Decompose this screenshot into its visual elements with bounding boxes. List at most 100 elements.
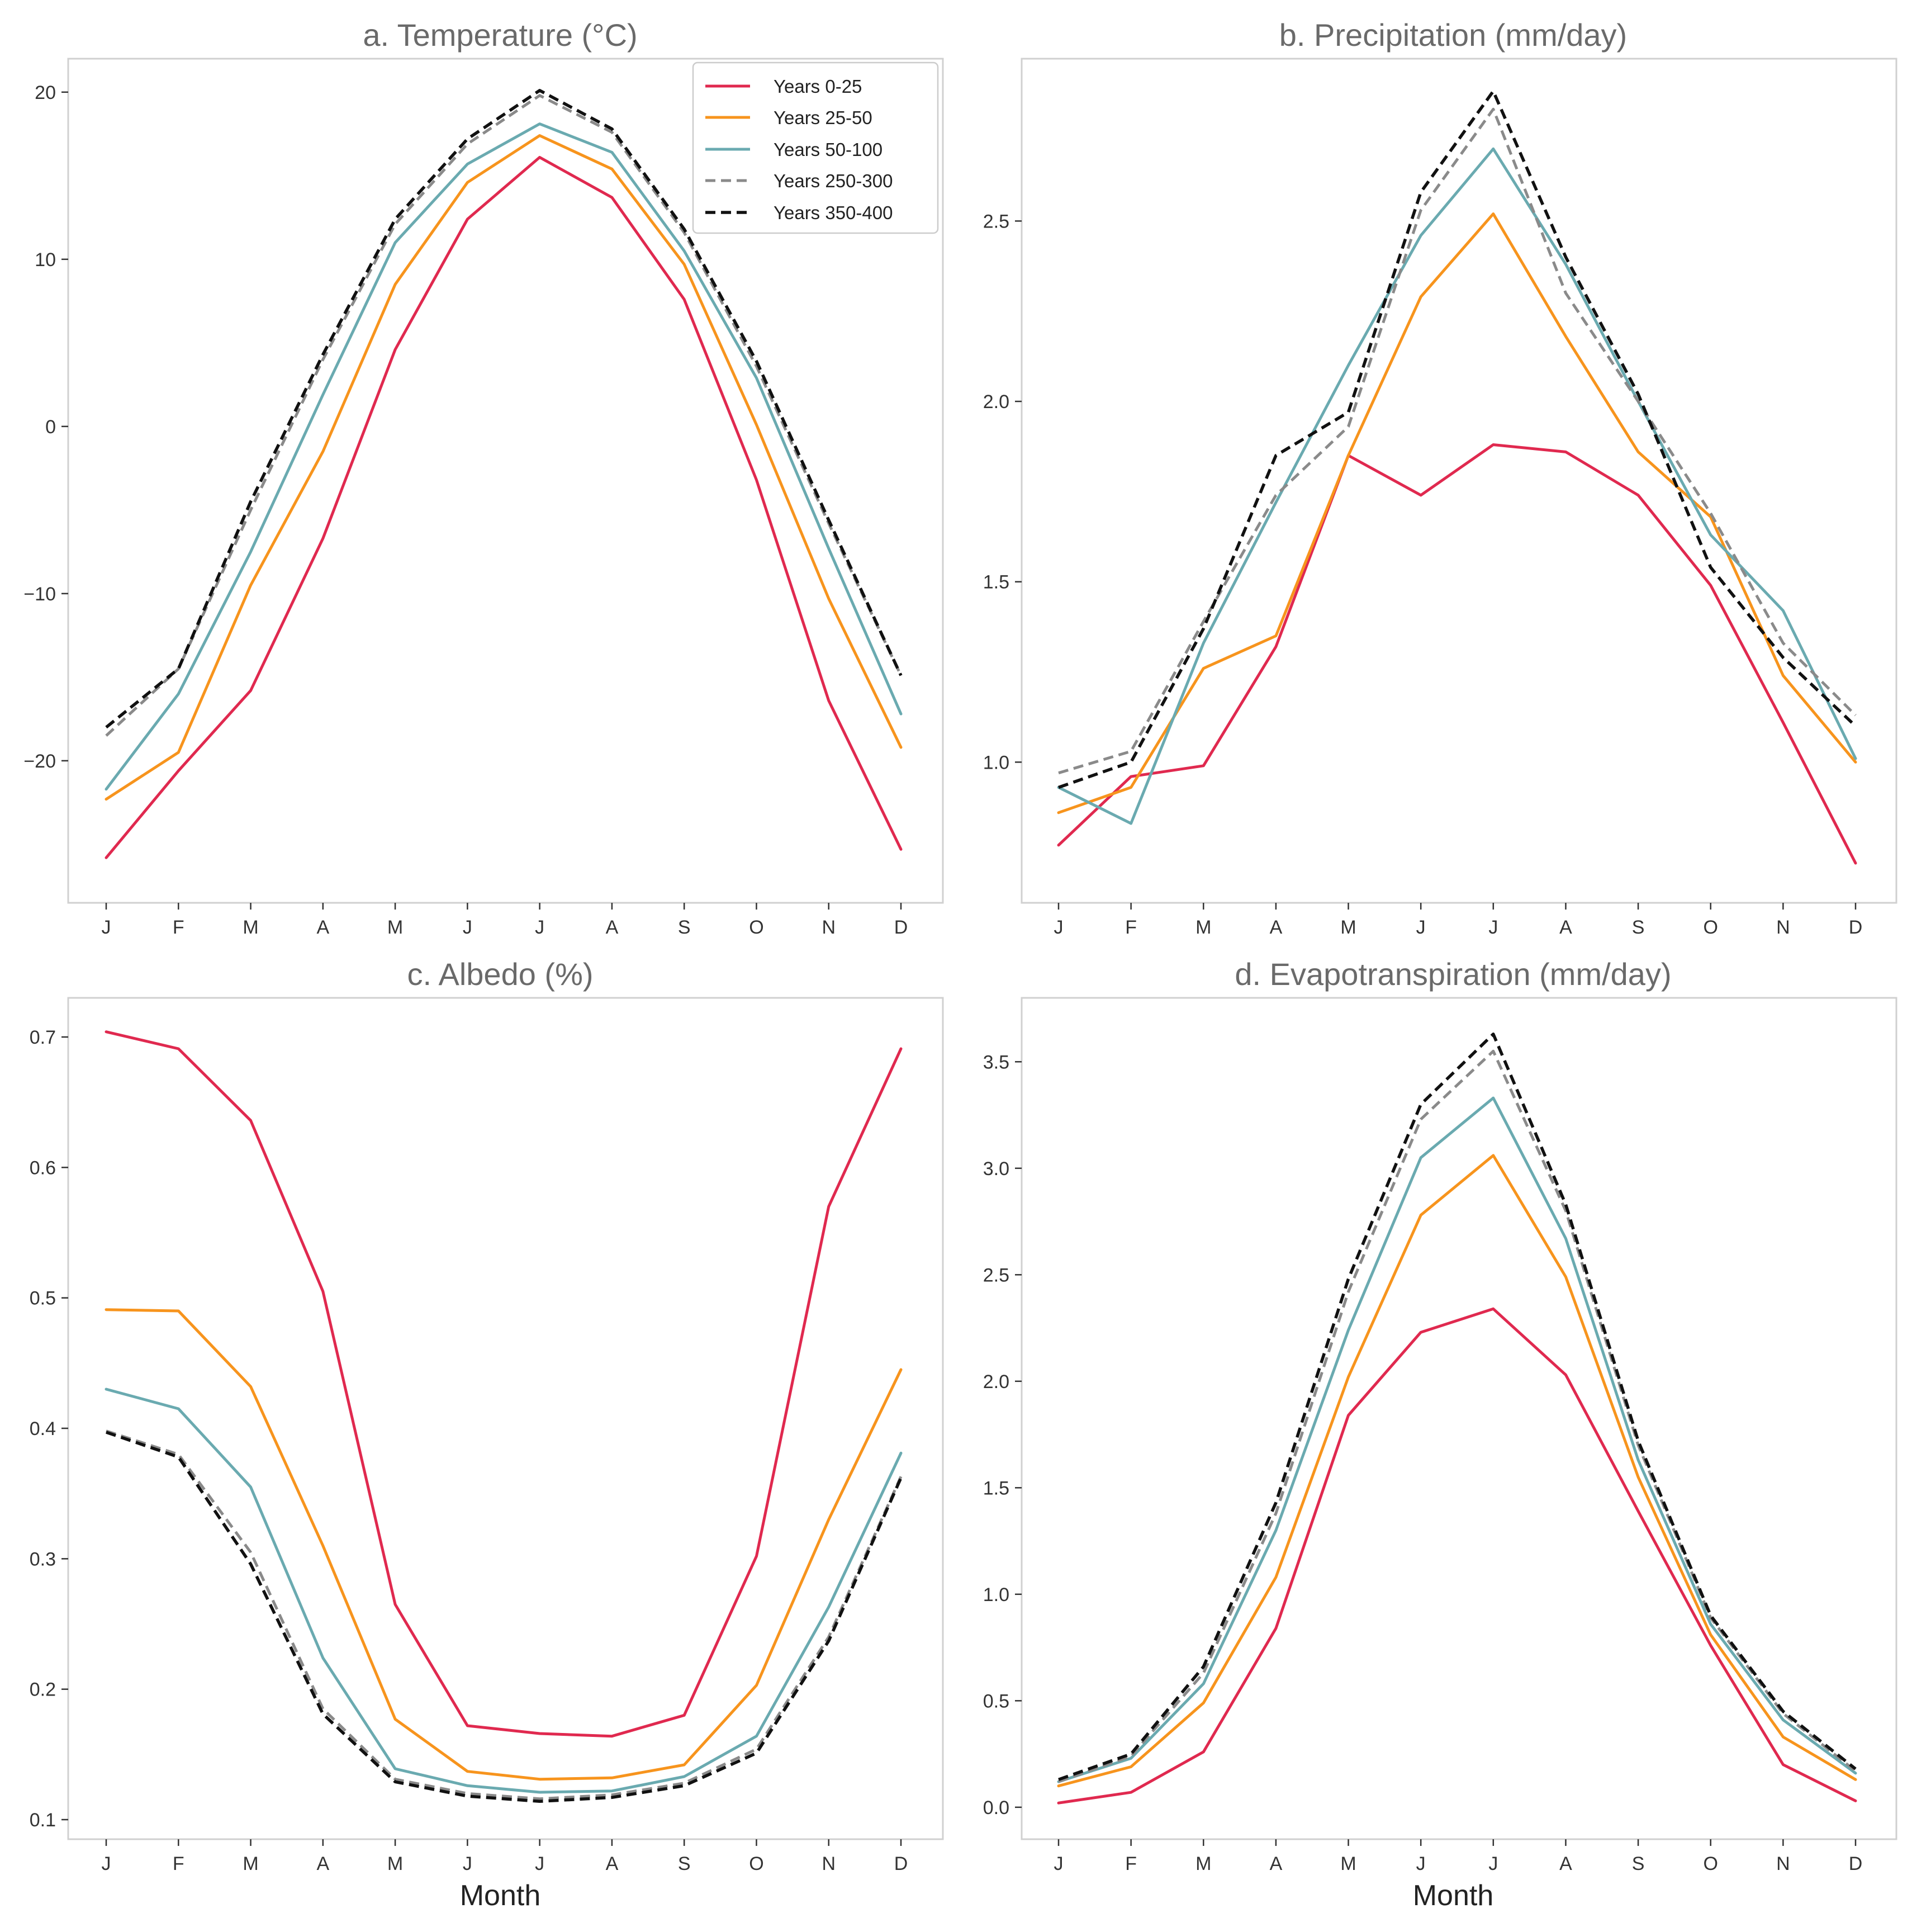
y-tick-label: 0.7 — [30, 1027, 56, 1048]
legend-box — [692, 61, 939, 234]
y-tick-label: 3.5 — [983, 1052, 1009, 1073]
legend-item: Years 0-25 — [705, 76, 862, 97]
x-tick-label: A — [1270, 917, 1283, 938]
x-tick-label: N — [1776, 1853, 1790, 1874]
x-axis-label: Month — [460, 1879, 541, 1912]
series-line-years-0-25 — [105, 1030, 903, 1738]
plot-frame — [67, 58, 944, 904]
x-tick-label: M — [1195, 917, 1211, 938]
legend: Years 0-25 Years 25-50 Years 50-100 Year… — [692, 61, 939, 234]
x-tick-label: N — [822, 917, 836, 938]
y-axis-ticks: 1.0 1.5 2.0 2.5 — [983, 211, 1022, 773]
y-tick-label: 0.1 — [30, 1810, 56, 1831]
legend-label: Years 50-100 — [774, 139, 883, 160]
y-tick-label: 1.5 — [983, 1478, 1009, 1499]
y-tick-label: 2.0 — [983, 391, 1009, 413]
y-axis-ticks: 0.0 0.5 1.0 1.5 2.0 2.5 3.0 3.5 — [983, 1052, 1022, 1819]
legend-item: Years 350-400 — [705, 202, 893, 223]
series-line-years-50-100 — [105, 122, 903, 791]
panel-title: b. Precipitation (mm/day) — [1279, 17, 1627, 53]
x-tick-label: N — [1776, 917, 1790, 938]
panel-title: a. Temperature (°C) — [363, 17, 637, 53]
y-tick-label: 0.2 — [30, 1679, 56, 1701]
x-tick-label: M — [387, 1853, 403, 1874]
x-tick-label: J — [463, 917, 472, 938]
x-tick-label: F — [173, 1853, 184, 1874]
plot-frame — [67, 997, 944, 1840]
panel-precipitation: b. Precipitation (mm/day) 1.0 1.5 2.0 2.5 J… — [983, 17, 1897, 938]
x-tick-label: A — [316, 1853, 329, 1874]
y-tick-label: 1.5 — [983, 572, 1009, 593]
series-line-years-250-300 — [1058, 107, 1857, 775]
series-lines — [105, 1030, 903, 1803]
x-tick-label: M — [1195, 1853, 1211, 1874]
x-tick-label: A — [1559, 917, 1572, 938]
x-tick-label: J — [1054, 917, 1064, 938]
panel-title: c. Albedo (%) — [407, 956, 593, 992]
y-axis-ticks: 0.1 0.2 0.3 0.4 0.5 0.6 0.7 — [30, 1027, 68, 1831]
x-tick-label: O — [749, 1853, 763, 1874]
y-tick-label: 10 — [35, 249, 56, 271]
y-tick-label: 1.0 — [983, 752, 1009, 773]
legend-label: Years 0-25 — [774, 76, 862, 97]
x-tick-label: J — [535, 917, 544, 938]
panel-temperature: a. Temperature (°C) −20 −10 0 10 20 J F M A M J J A… — [23, 17, 944, 938]
x-tick-label: S — [678, 1853, 691, 1874]
x-tick-label: O — [749, 917, 763, 938]
series-line-years-50-100 — [1057, 1096, 1857, 1783]
legend-item: Years 25-50 — [705, 107, 872, 128]
x-tick-label: J — [1488, 1853, 1498, 1874]
x-tick-label: M — [1340, 917, 1356, 938]
x-tick-label: O — [1704, 917, 1718, 938]
y-tick-label: 0.3 — [30, 1549, 56, 1570]
series-line-years-50-100 — [1057, 147, 1857, 825]
x-tick-label: A — [1270, 1853, 1283, 1874]
x-tick-label: O — [1704, 1853, 1718, 1874]
x-tick-label: D — [1849, 1853, 1863, 1874]
y-tick-label: −20 — [23, 751, 56, 772]
x-tick-label: D — [894, 917, 908, 938]
x-tick-label: M — [387, 917, 403, 938]
y-tick-label: 0.6 — [30, 1157, 56, 1178]
x-tick-label: F — [1125, 1853, 1137, 1874]
legend-label: Years 25-50 — [774, 107, 872, 128]
x-tick-label: M — [243, 917, 258, 938]
series-lines — [1057, 89, 1857, 865]
x-tick-label: A — [606, 917, 619, 938]
y-tick-label: 0.5 — [983, 1690, 1009, 1712]
y-tick-label: 0.0 — [983, 1797, 1009, 1819]
x-tick-label: A — [1559, 1853, 1572, 1874]
y-tick-label: 1.0 — [983, 1584, 1009, 1606]
series-line-years-350-400 — [1058, 1033, 1857, 1781]
series-line-years-350-400 — [1058, 89, 1857, 789]
x-tick-label: F — [173, 917, 184, 938]
x-tick-label: M — [243, 1853, 258, 1874]
y-tick-label: 2.5 — [983, 211, 1009, 232]
y-axis-ticks: −20 −10 0 10 20 — [23, 82, 68, 772]
x-tick-label: J — [1054, 1853, 1064, 1874]
y-tick-label: 0.4 — [30, 1418, 56, 1439]
x-tick-label: D — [894, 1853, 908, 1874]
y-tick-label: 20 — [35, 82, 56, 103]
legend-label: Years 350-400 — [774, 202, 893, 223]
x-tick-label: J — [463, 1853, 472, 1874]
x-tick-label: J — [1416, 1853, 1426, 1874]
plot-frame — [1021, 58, 1897, 904]
series-line-years-250-300 — [106, 1429, 903, 1801]
series-line-years-350-400 — [105, 89, 903, 729]
series-line-years-50-100 — [105, 1388, 903, 1794]
y-tick-label: 0.5 — [30, 1288, 56, 1309]
x-tick-label: J — [1488, 917, 1498, 938]
panel-title: d. Evapotranspiration (mm/day) — [1235, 956, 1671, 992]
series-lines — [105, 89, 903, 859]
series-lines — [1057, 1033, 1857, 1805]
x-tick-label: J — [102, 917, 111, 938]
x-tick-label: N — [822, 1853, 836, 1874]
x-tick-label: S — [1632, 917, 1645, 938]
series-line-years-0-25 — [1057, 443, 1857, 865]
series-line-years-25-50 — [105, 134, 903, 801]
